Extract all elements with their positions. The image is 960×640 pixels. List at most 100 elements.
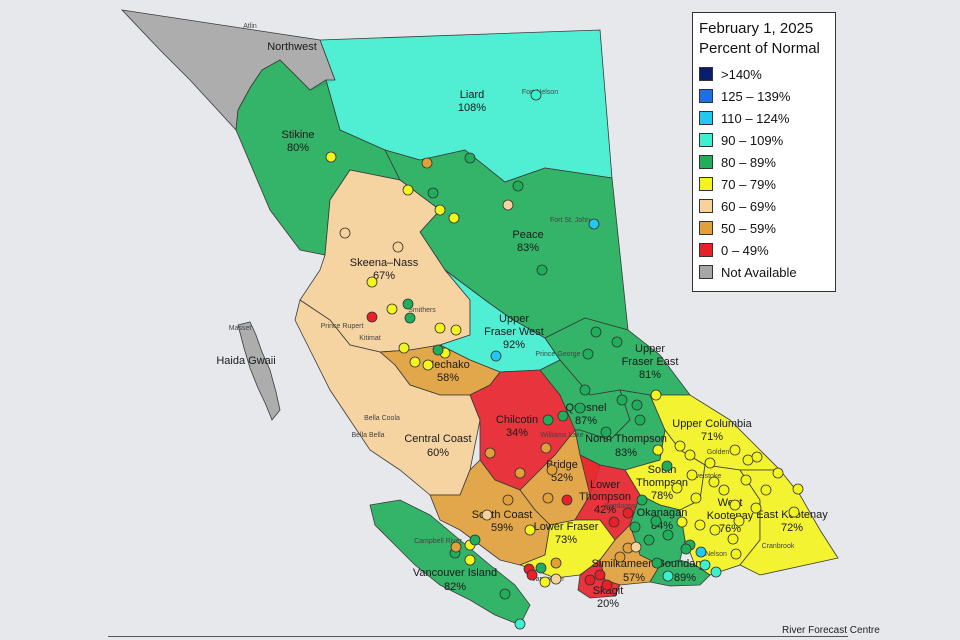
snow-station-marker[interactable]	[540, 442, 552, 454]
snow-station-marker[interactable]	[402, 298, 414, 310]
snow-station-marker[interactable]	[686, 469, 698, 481]
snow-station-marker[interactable]	[676, 516, 688, 528]
snow-station-marker[interactable]	[629, 521, 641, 533]
snow-station-marker[interactable]	[325, 151, 337, 163]
snow-station-marker[interactable]	[750, 502, 762, 514]
snow-station-marker[interactable]	[614, 551, 626, 563]
snow-station-marker[interactable]	[434, 204, 446, 216]
snow-station-marker[interactable]	[542, 492, 554, 504]
snow-station-marker[interactable]	[788, 506, 800, 518]
snow-station-marker[interactable]	[742, 454, 754, 466]
snow-station-marker[interactable]	[651, 557, 663, 569]
snow-station-marker[interactable]	[661, 460, 673, 472]
snow-station-marker[interactable]	[402, 184, 414, 196]
snow-station-marker[interactable]	[709, 524, 721, 536]
snow-station-marker[interactable]	[530, 89, 542, 101]
snow-station-marker[interactable]	[792, 483, 804, 495]
snow-station-marker[interactable]	[729, 444, 741, 456]
snow-station-marker[interactable]	[409, 356, 421, 368]
snow-station-marker[interactable]	[557, 410, 569, 422]
snow-station-marker[interactable]	[729, 499, 741, 511]
snow-station-marker[interactable]	[650, 515, 662, 527]
snow-station-marker[interactable]	[718, 484, 730, 496]
snow-station-marker[interactable]	[339, 227, 351, 239]
snow-station-marker[interactable]	[526, 569, 538, 581]
snow-station-marker[interactable]	[630, 541, 642, 553]
snow-station-marker[interactable]	[392, 241, 404, 253]
snow-station-marker[interactable]	[524, 524, 536, 536]
snow-station-marker[interactable]	[730, 548, 742, 560]
basin-east-kootenay[interactable]	[739, 469, 839, 576]
snow-station-marker[interactable]	[631, 399, 643, 411]
snow-station-marker[interactable]	[421, 157, 433, 169]
snow-station-marker[interactable]	[546, 464, 558, 476]
snow-station-marker[interactable]	[464, 152, 476, 164]
snow-station-marker[interactable]	[643, 534, 655, 546]
snow-station-marker[interactable]	[662, 570, 674, 582]
snow-station-marker[interactable]	[674, 440, 686, 452]
snow-station-marker[interactable]	[484, 447, 496, 459]
snow-station-marker[interactable]	[434, 322, 446, 334]
snow-station-marker[interactable]	[650, 389, 662, 401]
snow-station-marker[interactable]	[733, 515, 745, 527]
snow-station-marker[interactable]	[450, 541, 462, 553]
snow-station-marker[interactable]	[502, 199, 514, 211]
snow-station-marker[interactable]	[536, 264, 548, 276]
snow-station-marker[interactable]	[579, 384, 591, 396]
snow-station-marker[interactable]	[608, 516, 620, 528]
snow-station-marker[interactable]	[760, 484, 772, 496]
snow-station-marker[interactable]	[464, 554, 476, 566]
snow-station-marker[interactable]	[671, 482, 683, 494]
snow-station-marker[interactable]	[422, 359, 434, 371]
snow-station-marker[interactable]	[481, 509, 493, 521]
snow-station-marker[interactable]	[514, 467, 526, 479]
snow-station-marker[interactable]	[450, 324, 462, 336]
snow-station-marker[interactable]	[539, 576, 551, 588]
snow-station-marker[interactable]	[601, 579, 613, 591]
snow-station-marker[interactable]	[690, 492, 702, 504]
snow-station-marker[interactable]	[588, 218, 600, 230]
snow-station-marker[interactable]	[708, 476, 720, 488]
snow-station-marker[interactable]	[427, 187, 439, 199]
snow-station-marker[interactable]	[594, 569, 606, 581]
snow-station-marker[interactable]	[584, 574, 596, 586]
snow-station-marker[interactable]	[448, 212, 460, 224]
snow-station-marker[interactable]	[727, 533, 739, 545]
snow-station-marker[interactable]	[404, 312, 416, 324]
snow-station-marker[interactable]	[561, 494, 573, 506]
snow-station-marker[interactable]	[652, 444, 664, 456]
snow-station-marker[interactable]	[398, 342, 410, 354]
snow-station-marker[interactable]	[502, 494, 514, 506]
snow-station-marker[interactable]	[636, 494, 648, 506]
snow-station-marker[interactable]	[582, 348, 594, 360]
snow-station-marker[interactable]	[432, 344, 444, 356]
snow-station-marker[interactable]	[514, 618, 526, 630]
snow-station-marker[interactable]	[772, 467, 784, 479]
snow-station-marker[interactable]	[662, 529, 674, 541]
snow-station-marker[interactable]	[542, 414, 554, 426]
snow-station-marker[interactable]	[366, 311, 378, 323]
snow-station-marker[interactable]	[751, 451, 763, 463]
snow-station-marker[interactable]	[535, 562, 547, 574]
snow-station-marker[interactable]	[710, 566, 722, 578]
snow-station-marker[interactable]	[616, 394, 628, 406]
snow-station-marker[interactable]	[590, 326, 602, 338]
snow-station-marker[interactable]	[684, 449, 696, 461]
snow-station-marker[interactable]	[574, 402, 586, 414]
snow-station-marker[interactable]	[694, 519, 706, 531]
snow-station-marker[interactable]	[704, 457, 716, 469]
snow-station-marker[interactable]	[699, 559, 711, 571]
snow-station-marker[interactable]	[512, 180, 524, 192]
snow-station-marker[interactable]	[622, 507, 634, 519]
snow-station-marker[interactable]	[740, 474, 752, 486]
snow-station-marker[interactable]	[550, 573, 562, 585]
basin-haida-gwaii[interactable]	[237, 321, 281, 421]
basin-stikine[interactable]	[235, 59, 401, 256]
snow-station-marker[interactable]	[634, 414, 646, 426]
snow-station-marker[interactable]	[600, 426, 612, 438]
snow-station-marker[interactable]	[366, 276, 378, 288]
snow-station-marker[interactable]	[386, 303, 398, 315]
snow-station-marker[interactable]	[499, 588, 511, 600]
snow-station-marker[interactable]	[550, 557, 562, 569]
snow-station-marker[interactable]	[490, 350, 502, 362]
